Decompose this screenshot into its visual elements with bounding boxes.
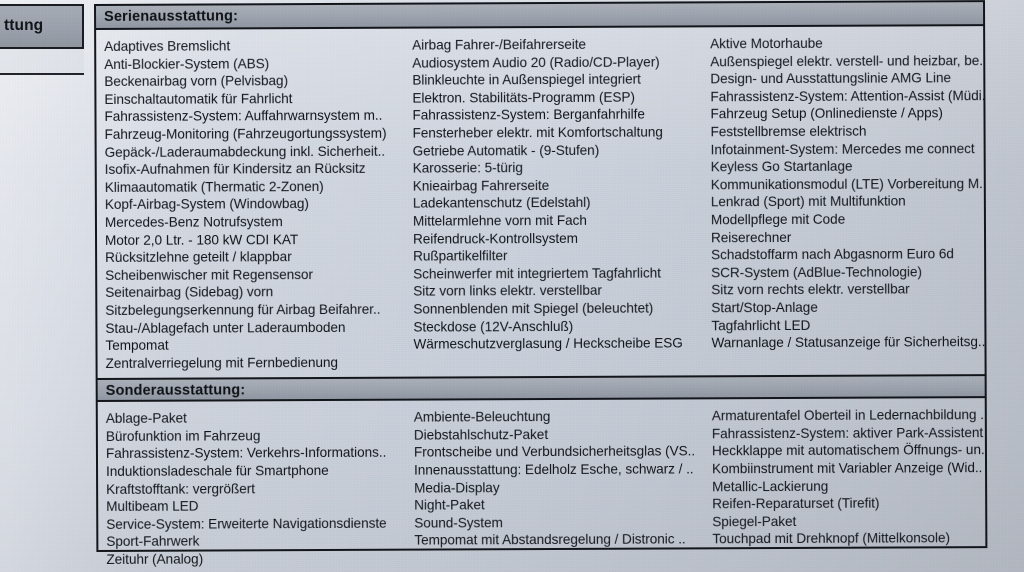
sonderausstattung-column-2: Ambiente-Beleuchtung Diebstahlschutz-Pak… (406, 408, 705, 568)
list-item: Audiosystem Audio 20 (Radio/CD-Player) (412, 54, 660, 71)
list-item: Rücksitzlehne geteilt / klappbar (105, 249, 292, 266)
list-item: SCR-System (AdBlue-Technologie) (711, 264, 922, 281)
list-item: Kraftstofftank: vergrößert (106, 480, 255, 497)
cut-off-left-panel-body (0, 49, 84, 75)
list-item: Kombiinstrument mit Variabler Anzeige (W… (712, 460, 983, 477)
serienausstattung-column-1: Adaptives Bremslicht Anti-Blockier-Syste… (96, 37, 405, 373)
list-item: Sport-Fahrwerk (106, 533, 200, 550)
list-item: Diebstahlschutz-Paket (413, 426, 549, 443)
list-item: Gepäck-/Laderaumabdeckung inkl. Sicherhe… (104, 143, 386, 160)
section-body-sonderausstattung: Ablage-Paket Bürofunktion im Fahrzeug Fa… (98, 398, 986, 572)
list-item: Scheinwerfer mit integriertem Tagfahrlic… (413, 265, 661, 282)
list-item: Reiserechner (710, 229, 792, 245)
list-item: Zeituhr (Analog) (106, 551, 204, 567)
section-header-serienausstattung: Serienausstattung: (96, 2, 984, 30)
list-item: Metallic-Lackierung (712, 478, 829, 494)
list-item: Start/Stop-Anlage (711, 299, 818, 316)
list-item: Tagfahrlicht LED (711, 317, 811, 333)
list-item: Beckenairbag vorn (Pelvisbag) (104, 73, 289, 90)
list-item: Zentralverriegelung mit Fernbedienung (105, 354, 339, 371)
serienausstattung-column-3: Aktive Motorhaube Außenspiegel elektr. v… (702, 34, 984, 370)
list-item: Seitenairbag (Sidebag) vorn (105, 284, 274, 301)
list-item: Fahrassistenz-System: Verkehrs-Informati… (105, 445, 387, 462)
list-item: Spiegel-Paket (712, 513, 797, 530)
list-item: Reifen-Reparaturset (Tirefit) (712, 495, 880, 512)
list-item: Isofix-Aufnahmen für Kindersitz an Rücks… (104, 160, 366, 178)
list-item: Heckklappe mit automatischem Öffnungs- u… (711, 442, 985, 459)
list-item: Fahrassistenz-System: Attention-Assist (… (710, 87, 984, 105)
list-item: Wärmeschutzverglasung / Heckscheibe ESG (413, 335, 683, 352)
list-item: Service-System: Erweiterte Navigationsdi… (106, 515, 387, 532)
list-item: Fahrassistenz-System: aktiver Park-Assis… (711, 424, 984, 442)
list-item: Klimaautomatik (Thermatic 2-Zonen) (104, 178, 324, 195)
list-item: Sitzbelegungserkennung für Airbag Beifah… (105, 301, 381, 318)
list-item: Bürofunktion im Fahrzeug (105, 428, 261, 444)
list-item: Fahrassistenz-System: Auffahrwarnsystem … (104, 108, 383, 125)
list-item: Night-Paket (414, 497, 485, 513)
list-item: Stau-/Ablagefach unter Laderaumboden (105, 319, 346, 336)
list-item: Feststellbremse elektrisch (710, 123, 867, 140)
list-item: Steckdose (12V-Anschluß) (413, 318, 574, 335)
list-item: Ambiente-Beleuchtung (413, 409, 551, 425)
list-item: Warnanlage / Statusanzeige für Sicherhei… (711, 334, 985, 351)
list-item: Knieairbag Fahrerseite (412, 177, 550, 194)
list-item: Lenkrad (Sport) mit Multifunktion (710, 193, 906, 210)
list-item: Frontscheibe und Verbundsicherheitsglas … (413, 443, 696, 461)
list-item: Reifendruck-Kontrollsystem (412, 230, 578, 247)
equipment-table: Serienausstattung: Adaptives Bremslicht … (94, 0, 988, 567)
list-item: Mercedes-Benz Notrufsystem (104, 214, 283, 230)
list-item: Kommunikationsmodul (LTE) Vorbereitung M… (710, 175, 984, 193)
cut-off-left-panel-label: ttung (4, 17, 44, 34)
list-item: Fahrzeug-Monitoring (Fahrzeugortungssyst… (104, 125, 387, 142)
list-item: Sonnenblenden mit Spiegel (beleuchtet) (413, 300, 654, 317)
cut-off-left-panel: ttung (0, 4, 84, 49)
list-item: Außenspiegel elektr. verstell- und heizb… (710, 52, 984, 69)
list-item: Design- und Ausstattungslinie AMG Line (710, 70, 952, 87)
section-title-serienausstattung: Serienausstattung: (104, 8, 239, 25)
section-title-sonderausstattung: Sonderausstattung: (105, 382, 246, 400)
list-item: Mittelarmlehne vorn mit Fach (412, 212, 587, 229)
list-item: Ladekantenschutz (Edelstahl) (412, 195, 591, 211)
list-item: Media-Display (414, 479, 500, 496)
list-item: Scheibenwischer mit Regensensor (105, 266, 313, 283)
list-item: Infotainment-System: Mercedes me connect (710, 140, 975, 157)
list-item: Tempomat (105, 337, 169, 354)
list-item: Anti-Blockier-System (ABS) (104, 55, 270, 72)
list-item: Rußpartikelfilter (413, 248, 508, 264)
list-item: Motor 2,0 Ltr. - 180 kW CDI KAT (104, 231, 299, 248)
list-item: Armaturentafel Oberteil in Ledernachbild… (711, 407, 985, 424)
list-item: Ablage-Paket (105, 410, 187, 427)
list-item: Sitz vorn links elektr. verstellbar (413, 283, 602, 299)
list-item: Fahrassistenz-System: Berganfahrhilfe (412, 106, 645, 123)
list-item: Getriebe Automatik - (9-Stufen) (412, 142, 600, 159)
sonderausstattung-column-1: Ablage-Paket Bürofunktion im Fahrzeug Fa… (98, 409, 407, 569)
list-item: Keyless Go Startanlage (710, 158, 853, 175)
list-item: Multibeam LED (106, 498, 199, 515)
serienausstattung-column-2: Airbag Fahrer-/Beifahrerseite Audiosyste… (404, 35, 703, 371)
list-item: Fahrzeug Setup (Onlinedienste / Apps) (710, 105, 943, 122)
list-item: Modellpflege mit Code (710, 211, 846, 228)
list-item: Touchpad mit Drehknopf (Mittelkonsole) (712, 530, 950, 547)
list-item: Karosserie: 5-türig (412, 160, 523, 176)
list-item: Induktionsladeschale für Smartphone (106, 463, 329, 480)
list-item: Sitz vorn rechts elektr. verstellbar (711, 281, 910, 298)
list-item: Elektron. Stabilitäts-Programm (ESP) (412, 89, 635, 106)
list-item: Tempomat mit Abstandsregelung / Distroni… (414, 531, 686, 549)
list-item: Fensterheber elektr. mit Komfortschaltun… (412, 124, 663, 141)
section-body-serienausstattung: Adaptives Bremslicht Anti-Blockier-Syste… (96, 26, 985, 378)
list-item: Schadstoffarm nach Abgasnorm Euro 6d (711, 246, 954, 263)
list-item: Sound-System (414, 515, 503, 531)
list-item: Aktive Motorhaube (710, 35, 823, 52)
list-item: Adaptives Bremslicht (104, 38, 231, 54)
section-header-sonderausstattung: Sonderausstattung: (97, 374, 985, 403)
list-item: Airbag Fahrer-/Beifahrerseite (412, 36, 587, 53)
list-item: Blinkleuchte in Außenspiegel integriert (412, 71, 641, 88)
list-item: Innenausstattung: Edelholz Esche, schwar… (413, 461, 694, 478)
list-item: Kopf-Airbag-System (Windowbag) (104, 196, 309, 213)
list-item: Einschaltautomatik für Fahrlicht (104, 90, 293, 107)
sonderausstattung-column-3: Armaturentafel Oberteil in Ledernachbild… (704, 406, 986, 566)
